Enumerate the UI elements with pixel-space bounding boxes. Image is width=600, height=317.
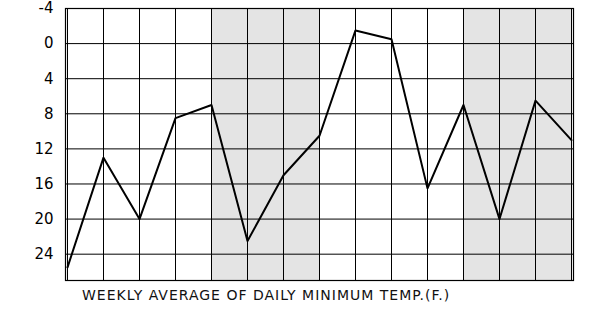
svg-text:16: 16 <box>34 175 53 193</box>
svg-text:-4: -4 <box>39 0 54 17</box>
svg-text:20: 20 <box>34 210 53 228</box>
svg-text:8: 8 <box>44 105 54 123</box>
svg-text:12: 12 <box>34 140 53 158</box>
svg-text:4: 4 <box>44 69 54 87</box>
svg-text:24: 24 <box>34 245 53 263</box>
html-text:WEEKLY AVERAGE OF DAILY MINIMU: WEEKLY AVERAGE OF DAILY MINIMUM TEMP.(F.… <box>82 287 451 303</box>
svg-text:0: 0 <box>44 34 54 52</box>
